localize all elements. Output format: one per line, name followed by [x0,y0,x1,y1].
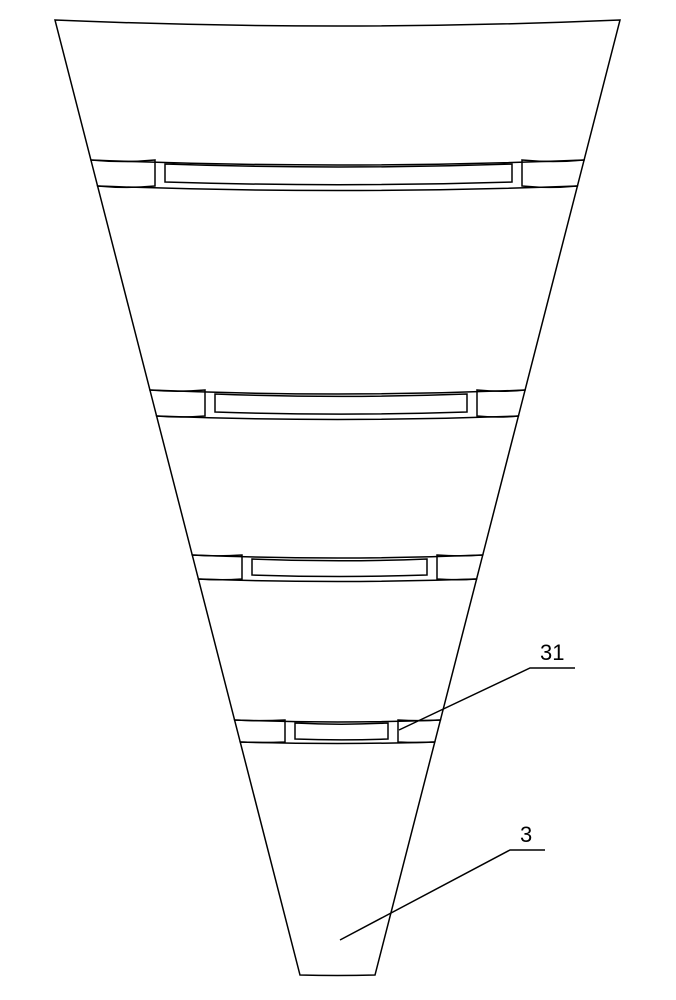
slot-tab-left [91,160,155,187]
label-3: 3 [520,822,532,847]
slot-tab-left [150,390,205,417]
slot-tab-right [522,160,584,187]
cone-segment [55,20,620,165]
slot-center [165,164,512,185]
slot-tab-left [235,720,285,742]
slot-tab-right [477,390,525,417]
slot-center [295,723,388,740]
cone-segment [240,742,435,976]
cone-segment [198,579,476,722]
slot-center [252,559,427,577]
cone-segment [98,186,578,394]
leader-line-3 [340,850,545,940]
slot-tab-right [437,555,483,580]
slot-center [215,394,467,414]
cone-segment [157,416,519,558]
label-31: 31 [540,640,564,665]
slot-tab-right [398,720,440,742]
slot-tab-left [192,555,242,580]
